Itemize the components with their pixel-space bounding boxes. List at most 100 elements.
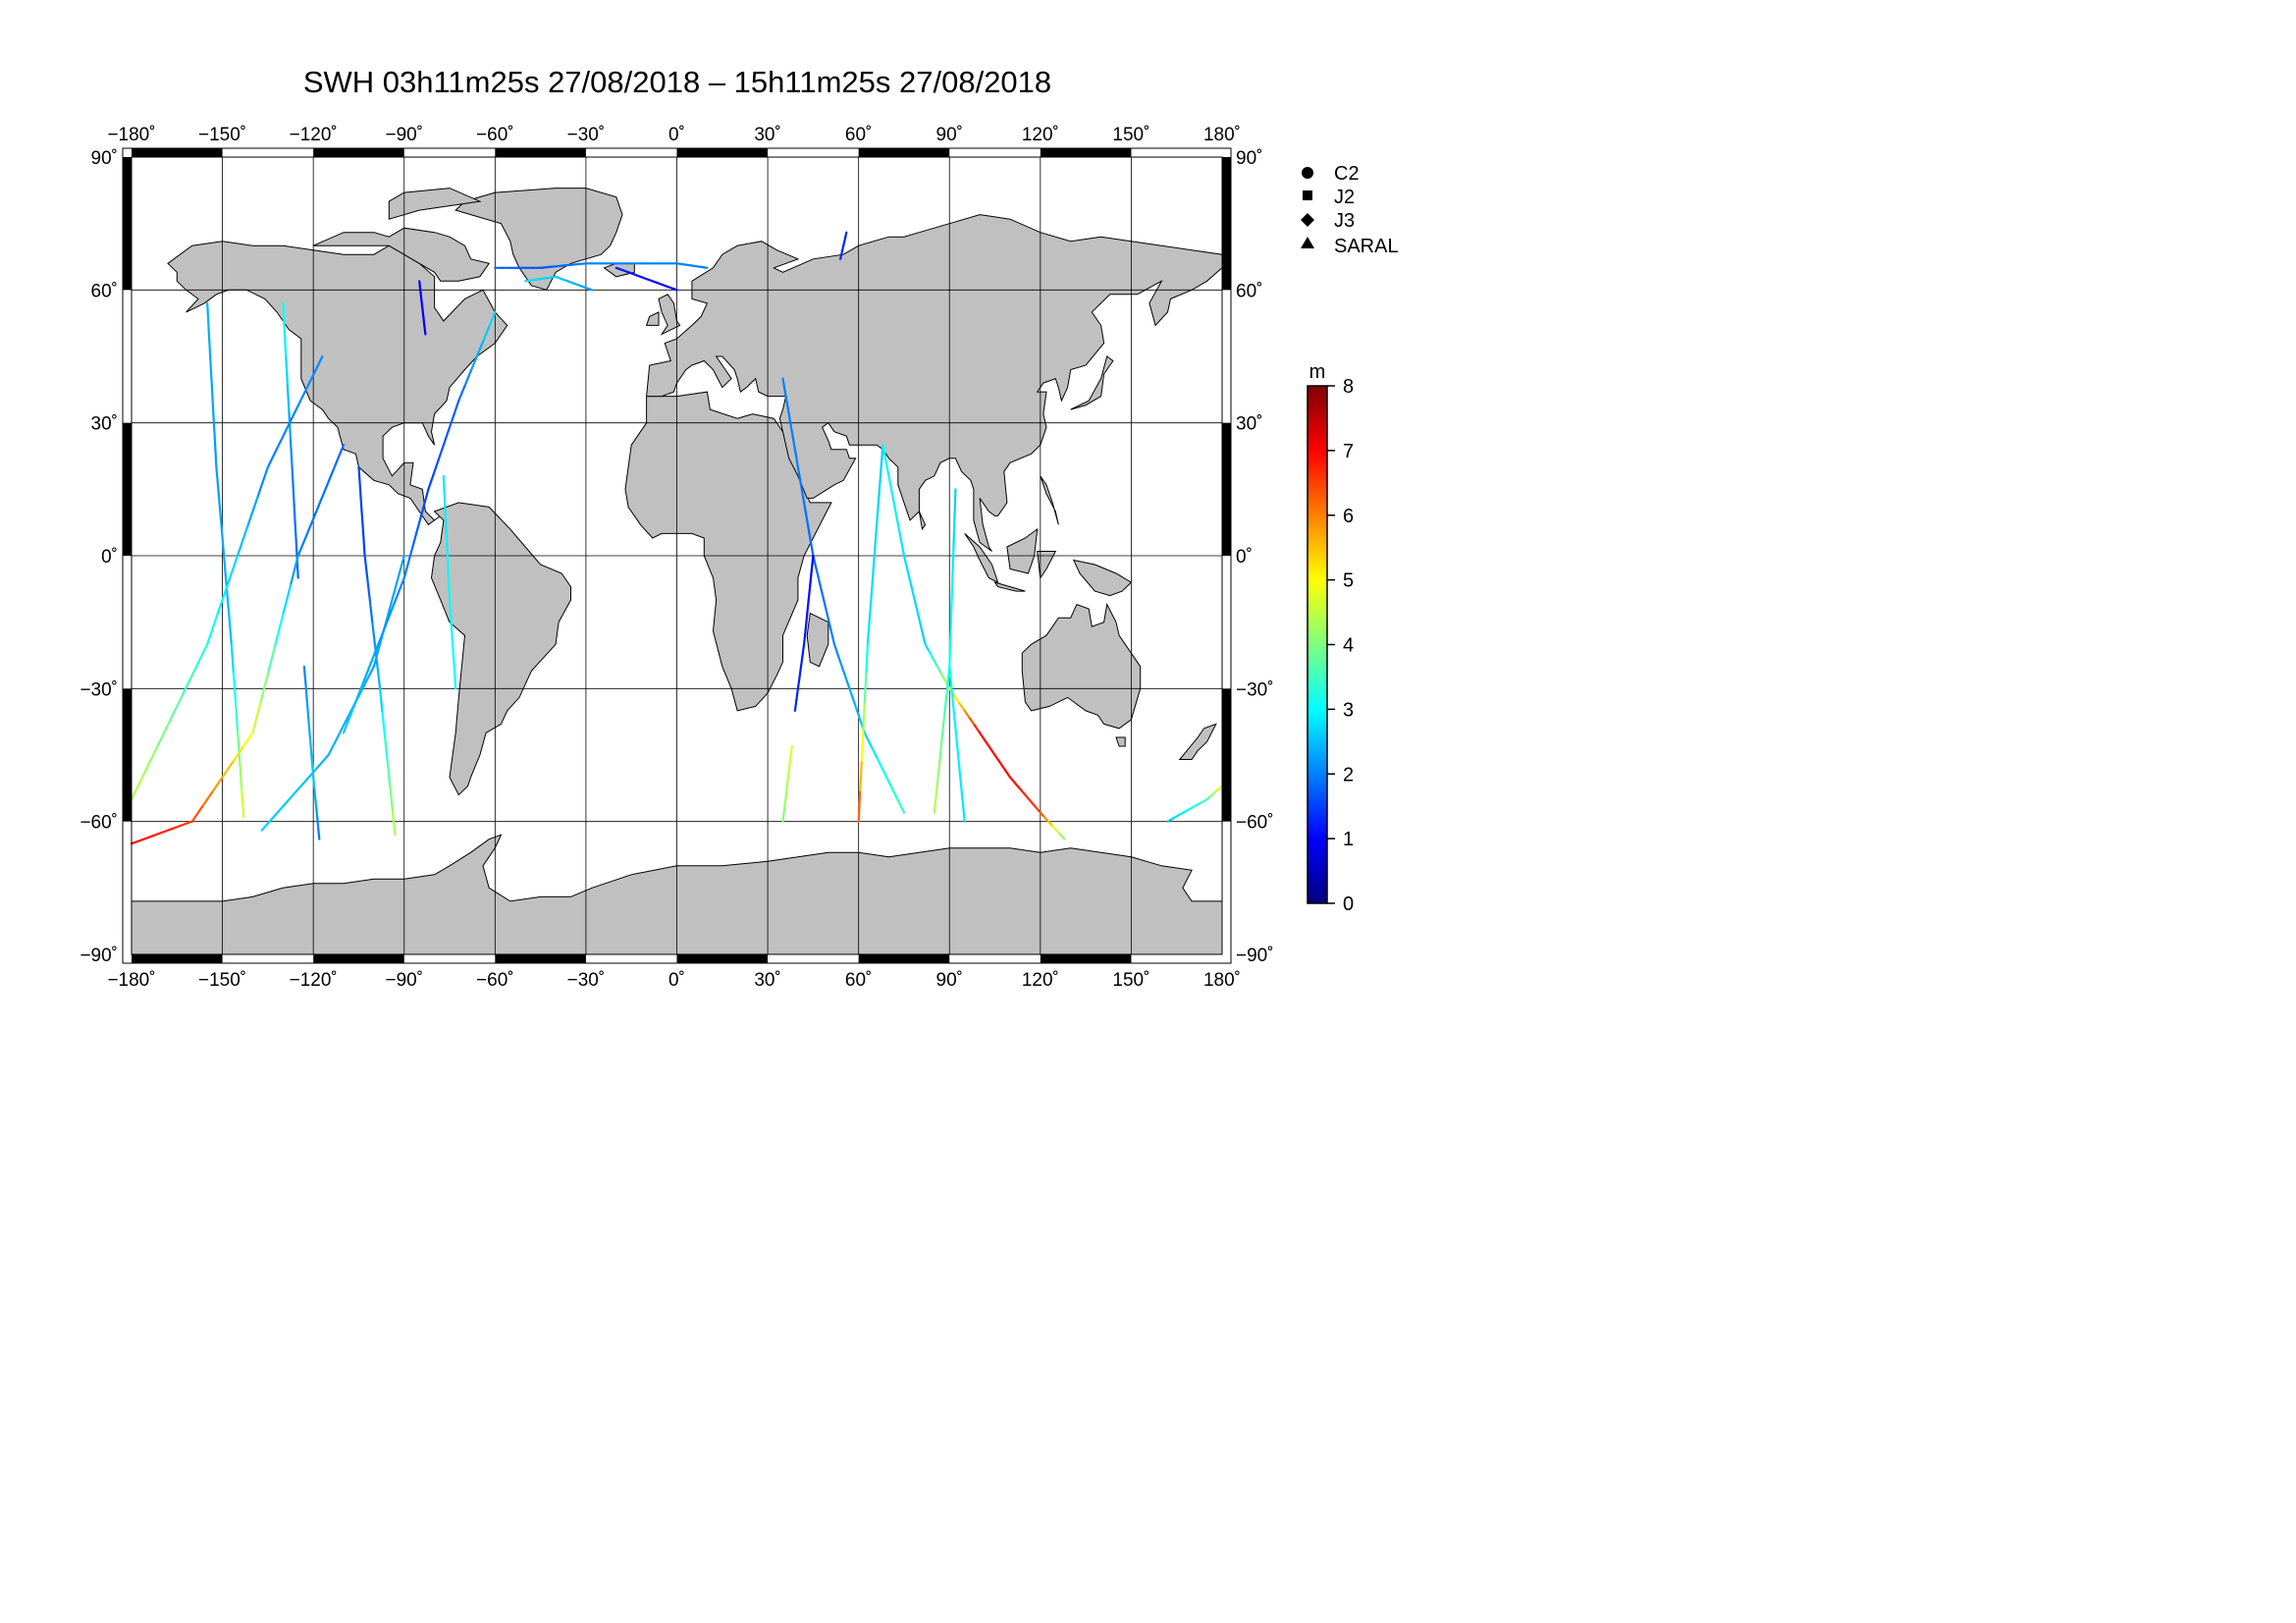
track-segment bbox=[655, 281, 668, 288]
track-segment bbox=[1186, 805, 1196, 812]
track-segment bbox=[933, 786, 938, 814]
track-segment bbox=[937, 738, 943, 766]
track-segment bbox=[892, 499, 898, 520]
track-segment bbox=[988, 746, 996, 757]
track-segment bbox=[209, 356, 213, 387]
track-segment bbox=[419, 503, 426, 520]
track-segment bbox=[804, 510, 810, 528]
track-segment bbox=[358, 480, 362, 498]
track-segment bbox=[447, 577, 452, 602]
track-segment bbox=[368, 598, 374, 623]
track-segment bbox=[1024, 793, 1032, 802]
track-segment bbox=[802, 628, 807, 646]
track-segment bbox=[829, 628, 836, 646]
track-segment bbox=[561, 263, 572, 267]
lat-tick-label-left: 30˚ bbox=[91, 414, 118, 435]
track-segment bbox=[335, 724, 346, 742]
track-segment bbox=[366, 576, 371, 602]
legend-label-j2: J2 bbox=[1334, 187, 1355, 208]
track-segment bbox=[406, 547, 414, 565]
diamond-marker-icon bbox=[1301, 213, 1314, 227]
track-segment bbox=[940, 714, 946, 741]
track-segment bbox=[547, 265, 558, 269]
lon-tick-label-top: 0˚ bbox=[668, 125, 685, 145]
track-segment bbox=[274, 613, 285, 646]
track-segment bbox=[216, 583, 229, 617]
track-segment bbox=[393, 576, 405, 606]
lat-tick-label-left: −90˚ bbox=[80, 946, 118, 966]
land-mass bbox=[1115, 736, 1126, 747]
track-segment bbox=[357, 465, 361, 483]
track-segment bbox=[881, 444, 888, 465]
square-marker-icon bbox=[1303, 190, 1312, 200]
lon-tick-label-bottom: −90˚ bbox=[385, 970, 423, 991]
track-segment bbox=[283, 791, 296, 807]
track-segment bbox=[454, 673, 457, 690]
track-segment bbox=[1199, 797, 1208, 805]
land-mass bbox=[1178, 723, 1217, 760]
track-segment bbox=[282, 301, 286, 332]
track-segment bbox=[361, 524, 365, 543]
track-segment bbox=[342, 709, 352, 728]
legend: C2 J2 J3 SARAL bbox=[1301, 163, 1399, 257]
track-segment bbox=[388, 591, 396, 613]
track-segment bbox=[819, 583, 826, 602]
track-segment bbox=[260, 816, 275, 832]
track-segment bbox=[481, 325, 491, 344]
track-segment bbox=[236, 730, 241, 761]
track-segment bbox=[445, 536, 450, 561]
land-mass bbox=[993, 581, 1026, 592]
lon-tick-label-bottom: −30˚ bbox=[567, 970, 606, 991]
track-segment bbox=[266, 643, 277, 676]
track-segment bbox=[899, 536, 906, 558]
track-segment bbox=[223, 554, 228, 587]
map-title: SWH 03h11m25s 27/08/2018 – 15h11m25s 27/… bbox=[303, 65, 1051, 99]
lon-tick-label-top: −60˚ bbox=[476, 125, 514, 145]
track-segment bbox=[810, 554, 815, 572]
track-segment bbox=[984, 738, 991, 749]
track-segment bbox=[539, 265, 550, 269]
land-mass bbox=[964, 533, 999, 584]
legend-item-saral: SARAL bbox=[1301, 236, 1399, 257]
track-segment bbox=[896, 797, 906, 814]
track-segment bbox=[877, 758, 886, 775]
track-segment bbox=[443, 495, 447, 519]
track-segment bbox=[305, 702, 310, 724]
track-segment bbox=[317, 828, 321, 840]
track-segment bbox=[307, 721, 312, 742]
track-segment bbox=[423, 324, 427, 336]
track-segment bbox=[794, 451, 800, 468]
track-segment bbox=[924, 643, 931, 653]
track-segment bbox=[302, 665, 307, 686]
track-segment bbox=[371, 621, 376, 646]
track-segment bbox=[1172, 812, 1182, 820]
track-segment bbox=[882, 771, 892, 787]
track-segment bbox=[215, 465, 221, 498]
track-segment bbox=[372, 628, 386, 657]
lat-tick-label-right: 0˚ bbox=[1236, 547, 1253, 568]
track-segment bbox=[1029, 799, 1037, 808]
triangle-marker-icon bbox=[1301, 237, 1314, 248]
track-segment bbox=[895, 517, 902, 539]
track-segment bbox=[862, 702, 866, 734]
land-mass bbox=[312, 227, 491, 282]
track-segment bbox=[130, 839, 143, 845]
track-segment bbox=[360, 510, 364, 528]
track-segment bbox=[978, 731, 987, 742]
track-segment bbox=[335, 444, 346, 465]
legend-label-c2: C2 bbox=[1334, 163, 1360, 185]
lon-tick-label-top: −90˚ bbox=[385, 125, 423, 145]
track-segment bbox=[1034, 805, 1041, 814]
track-segment bbox=[276, 429, 288, 451]
track-segment bbox=[798, 665, 803, 679]
track-segment bbox=[427, 473, 435, 491]
track-segment bbox=[815, 568, 822, 587]
lon-tick-label-bottom: 0˚ bbox=[668, 970, 685, 991]
lon-tick-label-bottom: 180˚ bbox=[1203, 970, 1241, 991]
track-segment bbox=[372, 646, 381, 668]
track-segment bbox=[1166, 816, 1176, 823]
track-segment bbox=[866, 610, 872, 646]
land-mass bbox=[658, 294, 681, 336]
track-segment bbox=[206, 613, 219, 646]
track-segment bbox=[384, 735, 389, 763]
